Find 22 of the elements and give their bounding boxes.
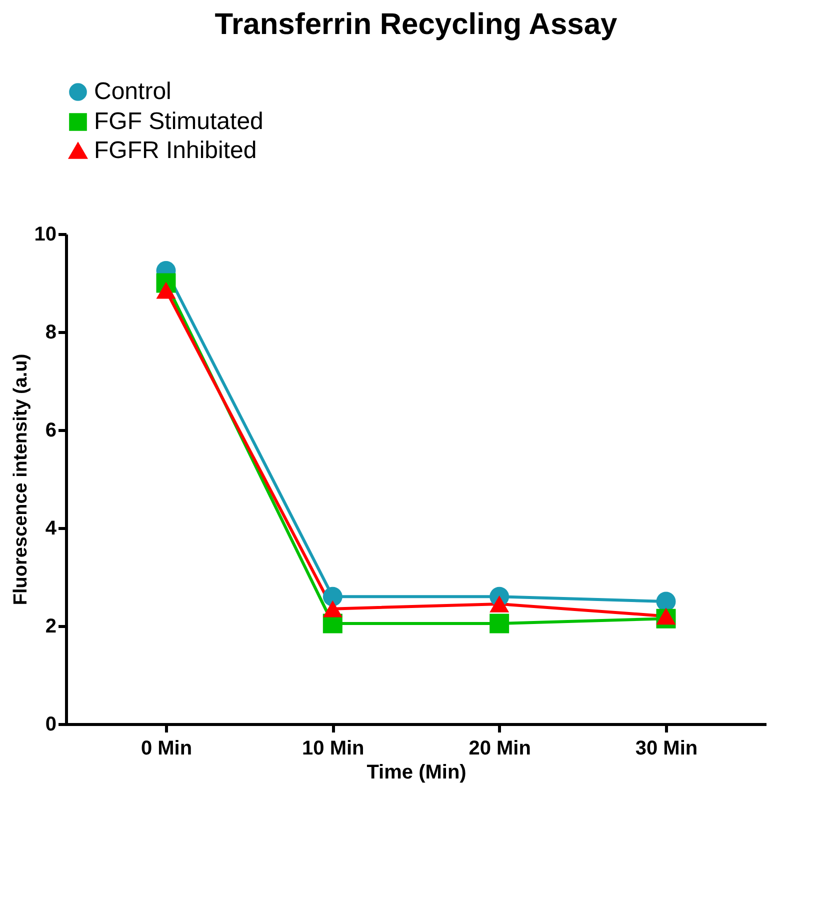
x-tick-label: 20 Min	[468, 738, 531, 760]
x-axis-title: Time (Min)	[366, 762, 466, 784]
legend-label: FGFR Inhibited	[94, 137, 257, 164]
legend-label: Control	[94, 78, 172, 105]
point	[322, 586, 342, 606]
y-tick-label: 6	[45, 420, 56, 442]
legend-label: FGF Stimutated	[94, 108, 264, 135]
point	[490, 614, 510, 634]
x-tick-label: 10 Min	[302, 738, 364, 760]
y-tick-label: 4	[45, 518, 58, 540]
y-tick-label: 0	[45, 714, 56, 736]
point	[656, 608, 676, 625]
y-tick-label: 2	[45, 616, 56, 638]
point	[490, 596, 510, 612]
y-tick-label: 10	[34, 224, 56, 246]
x-tick-label: 0 Min	[140, 738, 192, 760]
point	[322, 600, 342, 618]
x-tick-label: 30 Min	[635, 738, 698, 760]
y-axis-title: Fluorescence intensity (a.u)	[10, 354, 32, 606]
chart-title: Transferrin Recycling Assay	[214, 8, 618, 41]
y-tick-label: 8	[45, 322, 56, 344]
point	[156, 282, 176, 299]
